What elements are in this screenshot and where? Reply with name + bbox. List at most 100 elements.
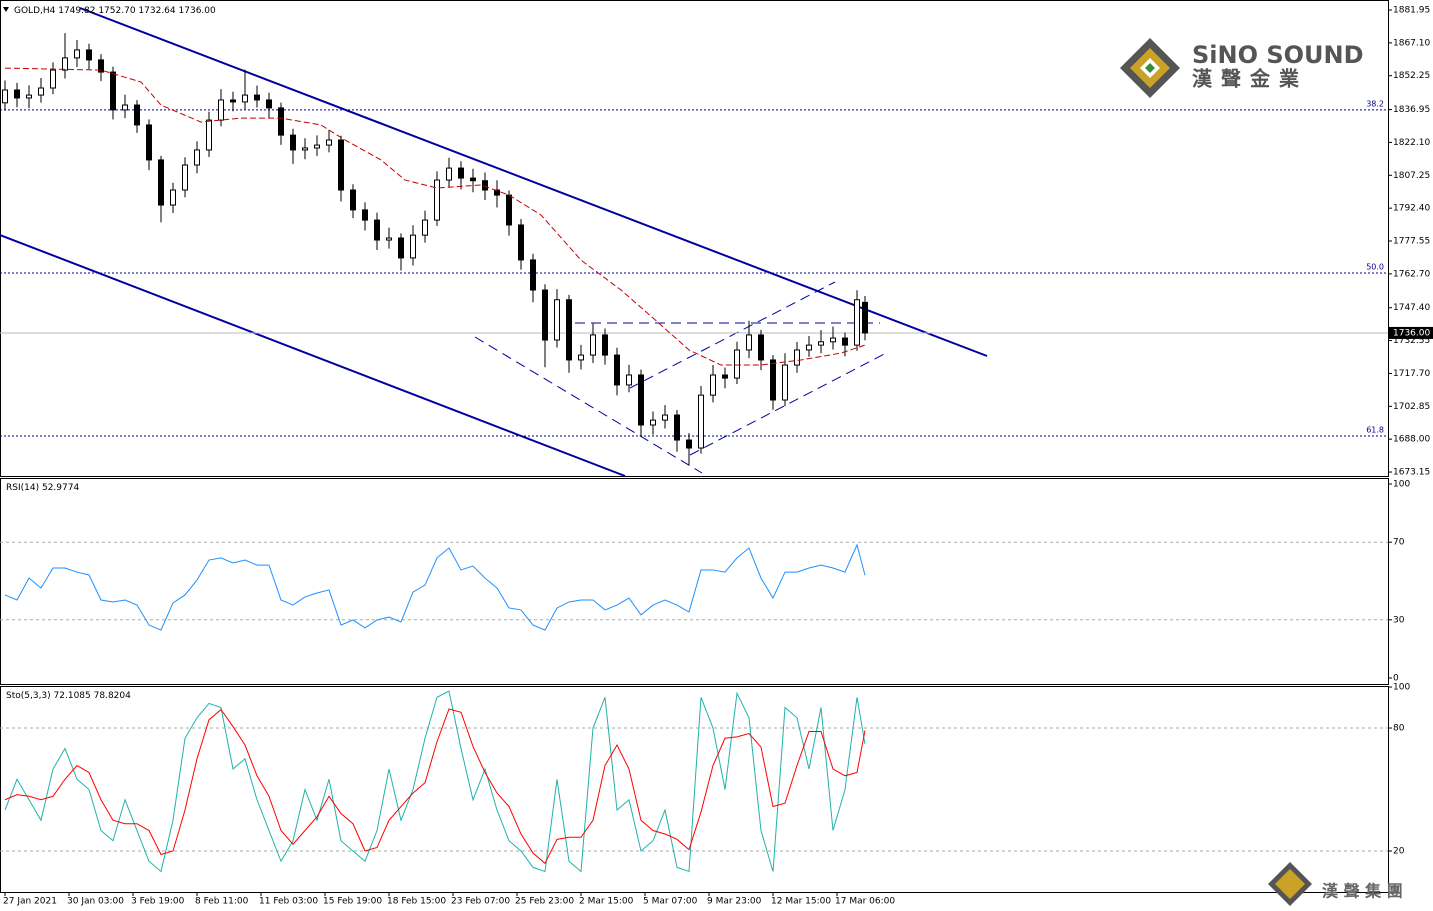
candle-body [710,374,716,396]
candle-body [278,107,284,136]
logo: SiNO SOUND 漢聲金業 漢 聲 集 團 [1120,38,1403,906]
chart-header: GOLD,H4 1749.82 1752.70 1732.64 1736.00 [14,6,216,16]
candle-body [62,57,68,71]
x-tick-label: 3 Feb 19:00 [131,897,185,907]
y-tick-label: 30 [1393,615,1405,625]
candle-body [50,69,56,89]
x-tick-label: 23 Feb 07:00 [451,897,510,907]
candle-body [218,99,224,121]
candle-body [242,94,248,103]
candle-body [122,104,128,111]
open-value: 1749.82 [58,6,95,16]
candle-body [2,89,8,104]
footer-diamond [1275,869,1305,899]
candle-body [410,234,416,259]
candle-body [458,167,464,179]
candle-body [578,354,584,361]
moving-average [4,67,866,366]
symbol: GOLD,H4 [14,6,56,16]
candle-body [698,394,704,449]
candle-body [74,49,80,59]
logo-diamond [1145,63,1155,73]
x-tick-label: 25 Feb 23:00 [515,897,574,907]
indicator-line [4,708,866,865]
x-tick-label: 8 Feb 11:00 [195,897,249,907]
candle-body [254,94,260,101]
y-tick-label: 1867.10 [1393,38,1430,48]
candle-body [290,134,296,151]
candle-body [794,349,800,366]
candle-body [862,301,868,334]
x-tick-label: 5 Mar 07:00 [643,897,698,907]
fib-label: 61.8 [1366,426,1384,435]
candle-body [374,219,380,241]
candle-body [602,334,608,356]
candle-body [746,334,752,351]
candle-body [626,374,632,386]
candle-body [266,99,272,109]
candle-body [110,71,116,111]
candle-body [638,374,644,426]
price-label: 1736.00 [1393,328,1430,338]
menu-arrow [3,7,9,12]
candle-body [194,149,200,166]
candle-body [554,299,560,341]
candle-body [854,299,860,346]
x-tick-label: 11 Feb 03:00 [259,897,318,907]
rsi-title: RSI(14) [6,483,39,493]
candle-body [542,289,548,341]
stoch-header: Sto(5,3,3) 72.1085 78.8204 [6,691,131,701]
main-panel [0,0,1389,477]
x-tick-label: 15 Feb 19:00 [323,897,382,907]
close-value: 1736.00 [179,6,216,16]
candle-body [830,337,836,343]
candle-body [806,344,812,351]
candle-body [590,334,596,356]
candle-body [182,164,188,191]
y-tick-label: 1777.55 [1393,237,1430,247]
high-value: 1752.70 [98,6,135,16]
y-tick-label: 1852.25 [1393,71,1430,81]
rsi-header: RSI(14) 52.9774 [6,483,79,493]
candle-body [446,167,452,181]
candle-body [686,439,692,449]
candle-body [230,99,236,103]
candle-body [494,189,500,196]
fib-label: 50.0 [1366,262,1384,271]
candle-body [722,374,728,379]
candle-body [470,177,476,182]
y-tick-label: 1732.55 [1393,336,1430,346]
candle-body [674,414,680,441]
candle-body [134,104,140,126]
candle-body [158,159,164,206]
y-tick-label: 0 [1393,673,1399,683]
candle-body [146,124,152,161]
candle-body [566,299,572,361]
fib-label: 38.2 [1366,99,1384,108]
x-tick-label: 2 Mar 15:00 [579,897,634,907]
candle-body [86,49,92,61]
y-tick-label: 1747.40 [1393,303,1430,313]
dashed-line [689,351,889,456]
candle-body [482,180,488,191]
channel-upper [79,7,988,357]
candle-body [398,237,404,259]
x-tick-label: 27 Jan 2021 [3,897,57,907]
y-tick-label: 1807.25 [1393,171,1430,181]
y-tick-label: 100 [1393,480,1410,490]
candle-body [314,144,320,149]
candle-body [206,119,212,151]
y-tick-label: 1762.70 [1393,269,1430,279]
y-tick-label: 1702.85 [1393,402,1430,412]
dashed-line [474,336,703,474]
low-value: 1732.64 [138,6,175,16]
y-tick-label: 1792.40 [1393,204,1430,214]
y-tick-label: 1822.10 [1393,138,1430,148]
y-tick-label: 1836.95 [1393,105,1430,115]
candle-body [506,194,512,226]
candle-body [530,259,536,291]
candle-body [518,224,524,261]
